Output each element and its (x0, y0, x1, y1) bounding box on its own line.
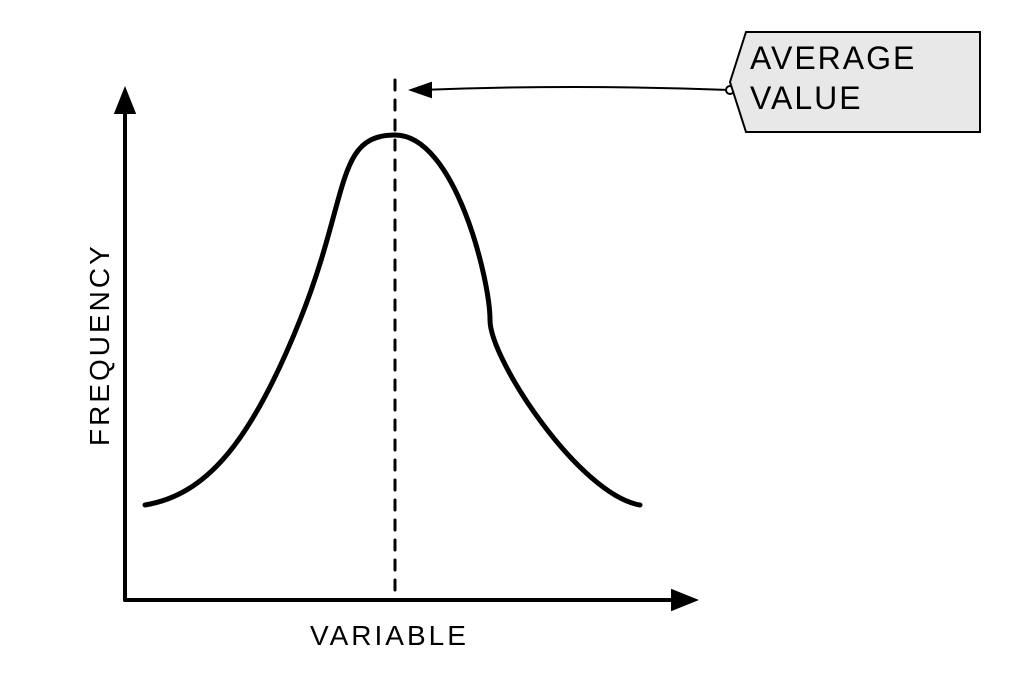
callout-label: AVERAGE VALUE (750, 38, 976, 126)
y-axis (114, 86, 136, 600)
callout-line-2: VALUE (750, 78, 976, 118)
y-axis-label: FREQUENCY (84, 246, 116, 446)
callout-pointer (408, 82, 734, 99)
x-axis (125, 589, 699, 611)
x-axis-label: VARIABLE (310, 620, 469, 652)
distribution-curve (145, 135, 640, 505)
callout-line-1: AVERAGE (750, 38, 976, 78)
